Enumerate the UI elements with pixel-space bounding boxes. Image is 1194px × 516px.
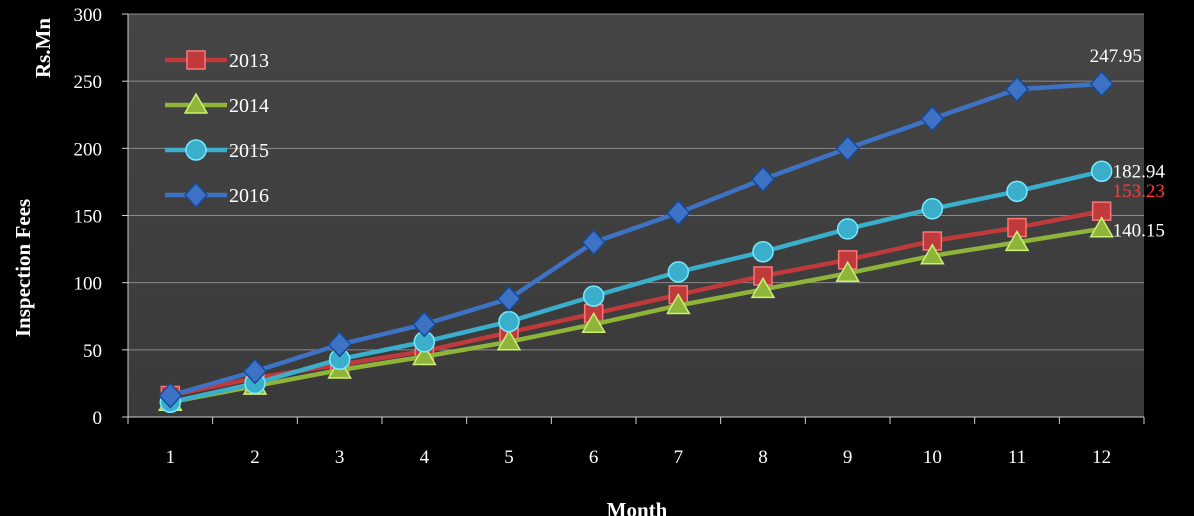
x-tick-label: 1 [166, 447, 176, 468]
series-2015 [159, 160, 1113, 413]
y-tick-label: 150 [74, 207, 103, 228]
legend-label-2015: 2015 [229, 140, 269, 162]
data-point-2016 [242, 358, 268, 385]
legend-marker-2015 [185, 139, 207, 161]
data-point-2014 [835, 260, 860, 283]
legend-label-2014: 2014 [229, 95, 269, 117]
data-point-2014 [1089, 216, 1114, 238]
y-tick-label: 0 [93, 408, 103, 429]
legend-item-2016: 2016 [165, 181, 269, 209]
data-point-2014 [581, 311, 606, 334]
data-point-2015 [836, 218, 859, 240]
data-point-2014 [750, 276, 776, 299]
data-point-2016 [327, 331, 352, 358]
data-point-2016 [835, 135, 860, 162]
data-point-2016 [1004, 76, 1030, 103]
legend-label-2013: 2013 [229, 50, 269, 72]
data-label-2016: 247.95 [1090, 46, 1142, 67]
data-point-2016 [666, 199, 691, 226]
y-tick-label: 100 [74, 274, 103, 295]
series-line-2016 [169, 81, 1102, 398]
legend-item-2014: 2014 [165, 92, 269, 117]
data-label-2014: 140.15 [1113, 221, 1165, 242]
data-point-2014 [666, 293, 691, 315]
data-point-2015 [582, 285, 605, 307]
data-point-2014 [412, 344, 437, 366]
data-point-2015 [752, 241, 774, 263]
y-tick-label: 250 [74, 72, 103, 93]
y-axis-unit: Rs.Mn [31, 18, 55, 78]
x-tick-label: 6 [589, 447, 599, 468]
y-tick-label: 300 [74, 5, 103, 26]
legend: 2013 2014 2015 2016 [165, 50, 269, 209]
data-label-2015: 182.94 [1113, 161, 1166, 182]
series-line-2015 [169, 169, 1103, 405]
x-tick-label: 4 [420, 447, 430, 468]
data-point-2016 [750, 166, 776, 193]
data-point-2016 [412, 311, 437, 338]
series-2016 [158, 70, 1114, 409]
data-point-2016 [496, 285, 522, 312]
data-point-2015 [667, 261, 690, 283]
data-point-2014 [1004, 229, 1030, 252]
legend-label-2016: 2016 [229, 185, 269, 207]
y-tick-label: 200 [74, 139, 103, 160]
x-tick-label: 11 [1008, 447, 1026, 468]
series-line-2014 [169, 226, 1103, 405]
x-tick-label: 3 [335, 447, 345, 468]
legend-item-2015: 2015 [165, 139, 269, 162]
y-tick-label: 50 [83, 341, 102, 362]
x-tick-label: 10 [923, 447, 942, 468]
data-point-2016 [158, 382, 183, 409]
x-tick-label: 7 [674, 447, 684, 468]
data-point-2016 [920, 105, 945, 132]
data-point-2015 [498, 310, 520, 333]
data-point-2016 [1089, 70, 1114, 98]
x-tick-label: 8 [758, 447, 768, 468]
series-group [158, 70, 1114, 413]
x-tick-label: 12 [1092, 447, 1111, 468]
x-axis-title: Month [607, 498, 668, 516]
data-point-2014 [920, 243, 945, 265]
series-line-2013 [169, 208, 1103, 398]
legend-marker-2016 [183, 181, 209, 209]
legend-marker-2013 [186, 50, 206, 70]
data-label-2013: 153.23 [1113, 181, 1165, 202]
legend-item-2013: 2013 [165, 50, 269, 72]
data-labels: 153.23 140.15 182.94 247.95 [1090, 46, 1166, 242]
data-point-2016 [581, 229, 606, 256]
x-tick-label: 5 [504, 447, 514, 468]
legend-marker-2014 [183, 92, 209, 114]
x-tick-label: 2 [250, 447, 260, 468]
y-axis-title: Inspection Fees [11, 199, 35, 337]
data-point-2014 [496, 329, 522, 351]
data-point-2015 [1090, 160, 1113, 183]
data-point-2015 [1006, 180, 1028, 203]
data-point-2015 [921, 198, 944, 220]
x-tick-label: 9 [843, 447, 853, 468]
